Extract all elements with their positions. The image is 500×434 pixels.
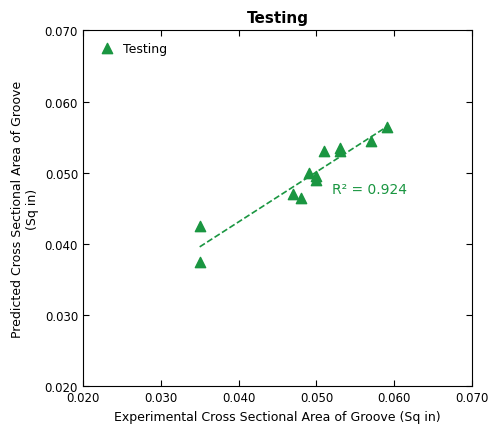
Testing [297,195,305,202]
Text: R² = 0.924: R² = 0.924 [332,182,407,196]
Testing [367,138,375,145]
Testing [312,174,320,181]
Testing [196,259,203,266]
Testing [289,191,297,198]
Legend: Testing: Testing [89,38,172,61]
Testing [196,223,203,230]
Testing [336,149,344,156]
X-axis label: Experimental Cross Sectional Area of Groove (Sq in): Experimental Cross Sectional Area of Gro… [114,410,441,423]
Title: Testing: Testing [246,11,308,26]
Y-axis label: Predicted Cross Sectional Area of Groove
(Sq in): Predicted Cross Sectional Area of Groove… [11,81,39,337]
Testing [336,145,344,152]
Testing [312,177,320,184]
Testing [320,149,328,156]
Testing [304,170,312,177]
Testing [382,124,390,131]
